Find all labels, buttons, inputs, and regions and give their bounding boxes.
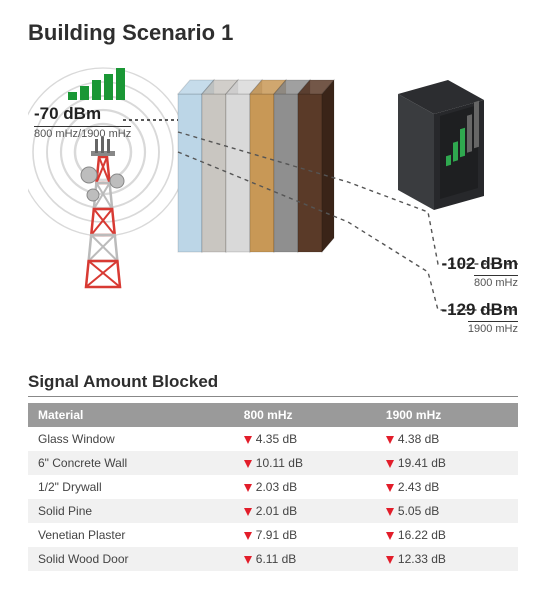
down-arrow-icon <box>244 508 252 516</box>
cell-value: 4.38 dB <box>376 427 518 451</box>
cell-material: Glass Window <box>28 427 234 451</box>
cell-material: Venetian Plaster <box>28 523 234 547</box>
cell-value: 2.01 dB <box>234 499 376 523</box>
down-arrow-icon <box>244 532 252 540</box>
th-material: Material <box>28 403 234 427</box>
down-arrow-icon <box>386 484 394 492</box>
th-1900: 1900 mHz <box>376 403 518 427</box>
cell-value: 16.22 dB <box>376 523 518 547</box>
cell-value: 6.11 dB <box>234 547 376 571</box>
result-dbm-1900: -129 dBm <box>441 300 518 320</box>
down-arrow-icon <box>386 436 394 444</box>
down-arrow-icon <box>244 460 252 468</box>
th-800: 800 mHz <box>234 403 376 427</box>
result-label-1900: -129 dBm 1900 mHz <box>441 300 518 335</box>
down-arrow-icon <box>386 460 394 468</box>
source-freq: 800 mHz/1900 mHz <box>34 126 131 140</box>
down-arrow-icon <box>244 484 252 492</box>
down-arrow-icon <box>244 436 252 444</box>
cell-value: 12.33 dB <box>376 547 518 571</box>
table-body: Glass Window4.35 dB4.38 dB6" Concrete Wa… <box>28 427 518 571</box>
table-header: Material 800 mHz 1900 mHz <box>28 403 518 427</box>
page-title: Building Scenario 1 <box>28 20 518 46</box>
cell-value: 4.35 dB <box>234 427 376 451</box>
cell-value: 5.05 dB <box>376 499 518 523</box>
cell-material: 1/2" Drywall <box>28 475 234 499</box>
down-arrow-icon <box>386 532 394 540</box>
cell-value: 2.03 dB <box>234 475 376 499</box>
cell-value: 7.91 dB <box>234 523 376 547</box>
table-row: Glass Window4.35 dB4.38 dB <box>28 427 518 451</box>
result-label-800: -102 dBm 800 mHz <box>441 254 518 289</box>
signal-blocked-table: Material 800 mHz 1900 mHz Glass Window4.… <box>28 403 518 571</box>
cell-value: 19.41 dB <box>376 451 518 475</box>
result-freq-1900: 1900 mHz <box>468 321 518 335</box>
cell-material: 6" Concrete Wall <box>28 451 234 475</box>
cell-material: Solid Wood Door <box>28 547 234 571</box>
table-row: 6" Concrete Wall10.11 dB19.41 dB <box>28 451 518 475</box>
source-dbm: -70 dBm <box>34 104 131 124</box>
source-signal-label: -70 dBm 800 mHz/1900 mHz <box>34 104 131 142</box>
result-dbm-800: -102 dBm <box>441 254 518 274</box>
down-arrow-icon <box>386 508 394 516</box>
result-freq-800: 800 mHz <box>474 275 518 289</box>
scenario-diagram: -70 dBm 800 mHz/1900 mHz -102 dBm 800 mH… <box>28 62 518 352</box>
table-title: Signal Amount Blocked <box>28 372 518 397</box>
table-row: 1/2" Drywall2.03 dB2.43 dB <box>28 475 518 499</box>
cell-value: 2.43 dB <box>376 475 518 499</box>
table-row: Solid Wood Door6.11 dB12.33 dB <box>28 547 518 571</box>
cell-value: 10.11 dB <box>234 451 376 475</box>
table-row: Venetian Plaster7.91 dB16.22 dB <box>28 523 518 547</box>
table-row: Solid Pine2.01 dB5.05 dB <box>28 499 518 523</box>
down-arrow-icon <box>244 556 252 564</box>
cell-material: Solid Pine <box>28 499 234 523</box>
down-arrow-icon <box>386 556 394 564</box>
